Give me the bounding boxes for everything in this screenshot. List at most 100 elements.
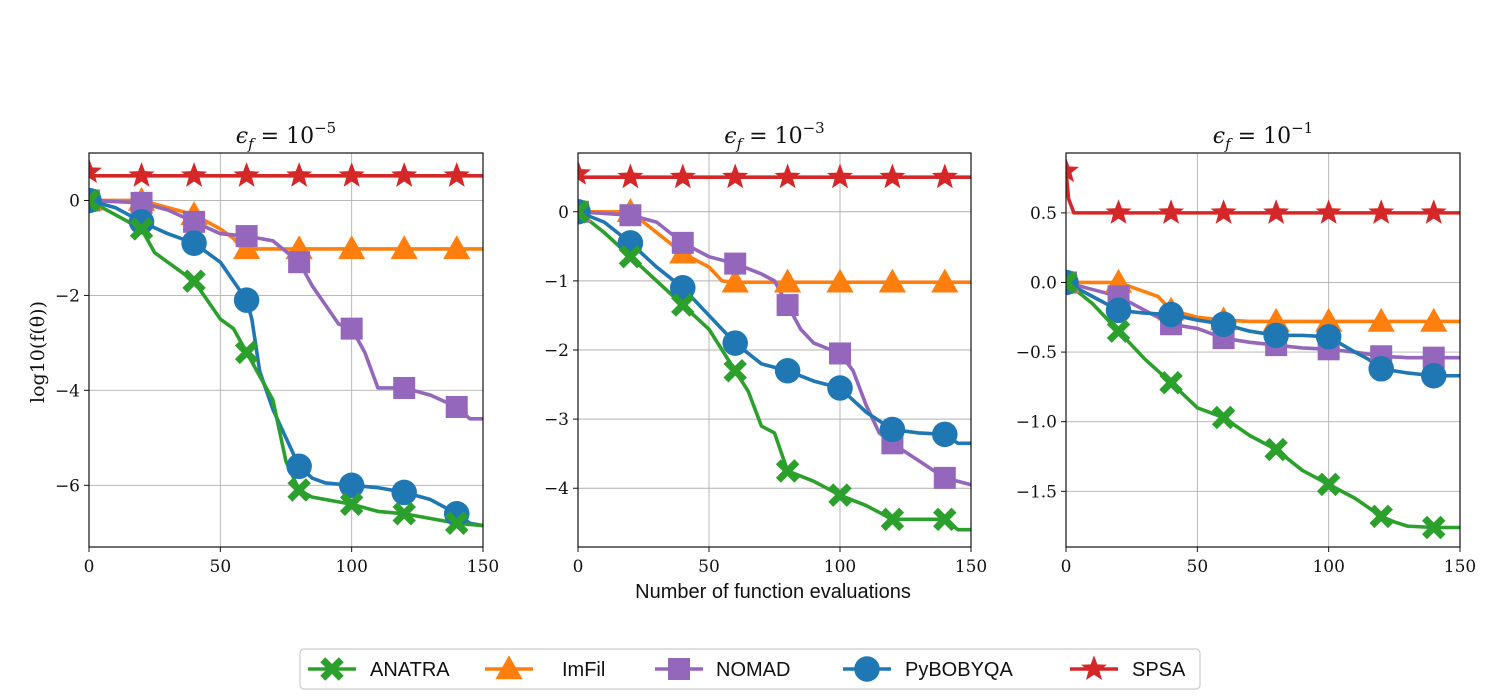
x-tick-label: 150 [1444, 557, 1476, 577]
x-tick-label: 50 [210, 557, 232, 577]
marker-anatra [445, 511, 469, 535]
marker-anatra [618, 244, 643, 269]
legend-marker-spsa [1081, 655, 1107, 681]
series-line-anatra [89, 198, 483, 528]
panel-title: ϵf = 10−3 [724, 119, 824, 153]
marker-pybobyqa [1420, 362, 1447, 389]
panel-1: 0 50 100 150 0 −2 −4 −6 ϵf = 10−5 [55, 119, 499, 577]
marker-anatra [933, 507, 957, 532]
series-line-pybobyqa [89, 198, 483, 528]
marker-pybobyqa [1158, 301, 1184, 328]
marker-pybobyqa [181, 230, 207, 256]
series-group [578, 160, 971, 532]
x-tick-label: 50 [1187, 557, 1209, 577]
marker-anatra [1264, 437, 1288, 462]
marker-anatra [129, 217, 154, 241]
marker-spsa [181, 162, 208, 187]
y-axis-label: log10(f(θ)) [27, 301, 49, 403]
series-line-anatra [578, 210, 971, 532]
marker-anatra [671, 293, 695, 317]
x-axis-label: Number of function evaluations [635, 581, 911, 603]
marker-pybobyqa [1105, 297, 1132, 324]
marker-anatra [880, 507, 905, 532]
marker-spsa [1066, 157, 1079, 183]
marker-pybobyqa [879, 416, 906, 443]
marker-spsa [1315, 199, 1342, 224]
x-tick-label: 150 [467, 557, 499, 577]
marker-spsa [286, 162, 313, 187]
marker-pybobyqa [932, 421, 958, 448]
marker-spsa [1263, 199, 1290, 224]
y-tick-label: −2 [544, 341, 569, 361]
marker-spsa [1368, 199, 1395, 224]
marker-nomad [619, 204, 642, 227]
marker-anatra [339, 492, 364, 517]
marker-anatra [1316, 472, 1341, 497]
marker-nomad [829, 342, 851, 365]
y-tick-label: 0.0 [1030, 273, 1057, 293]
series-group [89, 158, 483, 535]
y-tick-label: −1.0 [1016, 413, 1057, 433]
marker-nomad [671, 231, 694, 254]
marker-nomad [235, 225, 258, 248]
marker-pybobyqa [1368, 356, 1394, 382]
marker-nomad [445, 395, 468, 418]
marker-spsa [617, 163, 644, 189]
x-tick-label: 0 [84, 557, 95, 577]
marker-pybobyqa [128, 209, 155, 235]
marker-imfil [232, 235, 261, 260]
marker-imfil [773, 268, 802, 293]
marker-imfil [721, 268, 749, 293]
marker-anatra [1369, 504, 1393, 529]
marker-nomad [393, 376, 416, 399]
y-tick-label: 0 [558, 203, 569, 223]
marker-spsa [931, 163, 958, 189]
marker-imfil [878, 268, 907, 293]
marker-spsa [879, 163, 906, 189]
marker-nomad [183, 210, 206, 233]
marker-spsa [1420, 199, 1447, 224]
panels: 0 50 100 150 0 −2 −4 −6 ϵf = 10−5 0 50 100 150 0 −1 −2 −… [55, 119, 1476, 577]
panel-2: 0 50 100 150 0 −1 −2 −3 −4 ϵf = 10−3 [544, 119, 987, 577]
legend-frame [299, 648, 1201, 690]
marker-pybobyqa [1315, 324, 1342, 350]
series-line-spsa [1066, 170, 1460, 215]
marker-anatra [723, 359, 747, 383]
marker-spsa [1158, 199, 1185, 224]
marker-nomad [724, 252, 747, 275]
marker-imfil [931, 268, 959, 293]
marker-nomad [288, 251, 311, 274]
marker-spsa [578, 160, 591, 185]
legend-label: NOMAD [716, 659, 790, 681]
y-tick-label: −1.5 [1016, 482, 1057, 502]
marker-pybobyqa [1263, 322, 1289, 349]
marker-nomad [130, 191, 153, 214]
marker-anatra [1159, 370, 1183, 395]
x-tick-label: 0 [1061, 557, 1072, 577]
x-tick-label: 0 [573, 557, 584, 577]
legend-marker-pybobyqa [854, 656, 880, 682]
x-tick-label: 50 [698, 557, 720, 577]
y-tick-label: −4 [544, 479, 569, 499]
y-tick-label: −3 [544, 410, 569, 430]
marker-anatra [828, 483, 852, 507]
y-tick-label: −6 [55, 476, 80, 496]
marker-anatra [1106, 319, 1131, 343]
marker-pybobyqa [722, 330, 748, 356]
marker-spsa [669, 163, 696, 189]
marker-imfil [1420, 307, 1448, 332]
marker-imfil [1367, 307, 1395, 332]
y-tick-label: 0 [69, 191, 80, 211]
marker-spsa [827, 163, 853, 189]
marker-nomad [776, 294, 799, 317]
y-tick-label: 0.5 [1030, 204, 1057, 224]
axes-frame [88, 152, 484, 548]
marker-spsa [1105, 199, 1132, 224]
legend-item-pybobyqa: PyBOBYQA [843, 656, 1013, 682]
marker-spsa [391, 162, 418, 187]
y-tick-label: −2 [55, 286, 80, 306]
marker-anatra [234, 340, 259, 365]
marker-spsa [443, 162, 470, 187]
marker-imfil [443, 235, 471, 260]
